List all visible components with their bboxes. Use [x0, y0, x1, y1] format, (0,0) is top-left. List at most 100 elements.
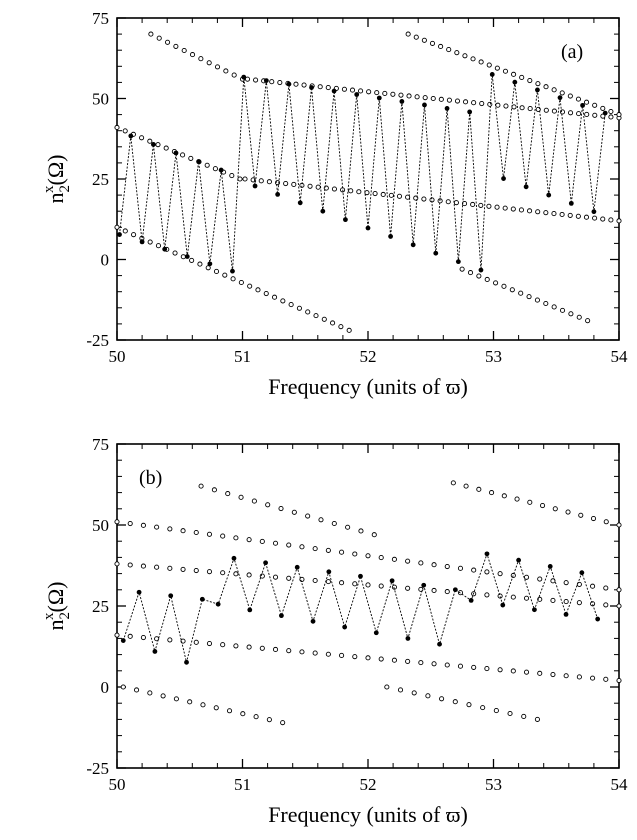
open-point [510, 572, 516, 579]
open-point [255, 287, 261, 293]
filled-point [207, 261, 213, 267]
open-point [339, 580, 345, 586]
open-point [378, 583, 384, 589]
open-point [559, 307, 566, 313]
open-point [527, 77, 533, 84]
open-point [286, 575, 292, 581]
filled-point [437, 641, 442, 647]
open-point [471, 567, 477, 573]
open-point [198, 56, 204, 62]
open-point [484, 592, 490, 598]
filled-point [516, 557, 521, 563]
open-point [493, 280, 499, 286]
open-point [550, 578, 556, 584]
x-tick-label: 51 [234, 347, 251, 366]
open-point [127, 562, 133, 568]
open-point [131, 232, 137, 238]
open-point [459, 266, 465, 272]
filled-point [512, 79, 518, 85]
filled-point [467, 109, 473, 115]
open-point [364, 190, 370, 196]
open-point [493, 708, 499, 714]
open-point [272, 646, 279, 653]
open-point [339, 652, 345, 659]
filled-point [294, 564, 300, 570]
x-tick-label: 54 [611, 347, 629, 366]
open-point [313, 313, 319, 319]
zigzag-line [119, 74, 606, 272]
open-point [122, 128, 128, 134]
open-point [331, 520, 337, 527]
open-point [476, 273, 482, 279]
x-tick-label: 51 [234, 775, 251, 794]
open-point [405, 585, 411, 591]
open-point [244, 76, 251, 82]
open-point [318, 517, 324, 523]
open-point [390, 91, 396, 97]
open-point [338, 324, 344, 330]
filled-point [433, 250, 439, 256]
open-point [438, 43, 444, 50]
open-point [251, 498, 257, 504]
open-point [180, 254, 186, 260]
x-axis-title: Frequency (units of ϖ) [268, 802, 468, 827]
filled-point [162, 246, 168, 252]
open-point [600, 216, 606, 222]
open-point [600, 105, 606, 111]
open-point [446, 47, 452, 53]
open-point [519, 105, 525, 111]
open-point [454, 50, 460, 56]
open-point [523, 574, 530, 580]
open-point [470, 56, 476, 62]
open-point [114, 519, 120, 525]
open-point [453, 200, 459, 206]
open-point [193, 639, 199, 645]
open-point [193, 567, 199, 574]
open-point [299, 544, 305, 550]
open-point [206, 531, 213, 537]
filled-point [263, 78, 269, 83]
open-point [480, 705, 486, 711]
open-point [372, 191, 378, 197]
open-point [585, 318, 591, 324]
filled-point [310, 618, 316, 624]
open-point [497, 667, 503, 673]
filled-point [343, 217, 348, 223]
open-point [222, 272, 228, 278]
open-point [484, 569, 490, 575]
filled-point [199, 596, 205, 602]
open-point [608, 217, 614, 223]
y-tick-label: 75 [92, 9, 109, 28]
filled-point [389, 578, 395, 584]
filled-point [252, 183, 258, 189]
open-point [563, 673, 569, 679]
open-point [206, 60, 212, 66]
open-point [238, 279, 244, 286]
open-point [140, 563, 146, 569]
open-point [189, 52, 196, 58]
filled-point [365, 225, 371, 231]
open-point [238, 494, 244, 500]
open-point [391, 584, 397, 590]
y-tick-label: 25 [92, 597, 109, 616]
open-point [233, 535, 239, 541]
open-point [526, 294, 532, 300]
open-point [462, 53, 468, 59]
filled-point [230, 268, 235, 274]
x-tick-label: 50 [109, 347, 126, 366]
y-axis-title: n2x(Ω) [41, 154, 73, 203]
open-point [223, 68, 229, 74]
open-point [277, 79, 283, 86]
open-point [510, 594, 516, 600]
filled-point [455, 259, 461, 265]
open-point [575, 213, 581, 219]
open-point [406, 93, 412, 99]
open-point [167, 565, 173, 571]
open-point [467, 270, 474, 276]
open-point [466, 702, 472, 708]
open-point [187, 699, 193, 705]
open-point [431, 661, 437, 667]
open-point [552, 506, 558, 512]
x-tick-label: 53 [485, 347, 502, 366]
y-tick-label: -25 [86, 759, 109, 778]
